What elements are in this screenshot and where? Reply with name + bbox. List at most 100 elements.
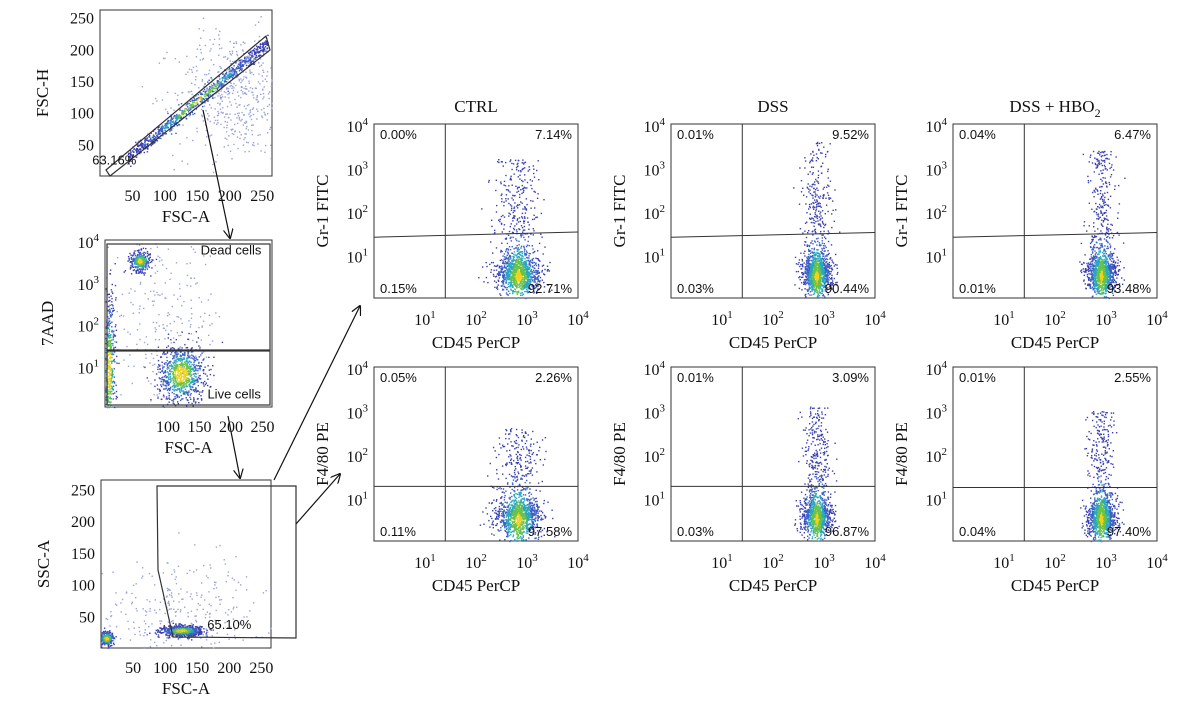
event-dot xyxy=(128,257,130,260)
event-dot xyxy=(224,80,226,82)
event-dot xyxy=(206,631,208,633)
event-dot xyxy=(177,634,179,636)
event-dot xyxy=(263,107,265,110)
event-dot xyxy=(112,292,114,295)
event-dot xyxy=(132,266,135,268)
event-dot xyxy=(135,266,138,268)
event-dot xyxy=(174,117,177,120)
event-dot xyxy=(179,364,182,366)
event-dot xyxy=(195,367,197,370)
event-dot xyxy=(239,68,241,71)
event-dot xyxy=(248,90,250,92)
event-dot xyxy=(176,115,179,117)
event-dot xyxy=(171,118,174,120)
event-dot xyxy=(109,341,111,343)
event-dot xyxy=(267,93,270,95)
event-dot xyxy=(182,371,184,374)
event-dot xyxy=(173,403,175,405)
event-dot xyxy=(158,364,160,366)
event-dot xyxy=(196,48,198,50)
event-dot xyxy=(190,368,193,371)
event-dot xyxy=(481,266,484,268)
event-dot xyxy=(228,97,230,99)
event-dot xyxy=(200,355,202,357)
event-dot xyxy=(138,257,140,259)
event-dot xyxy=(177,124,180,126)
event-dot xyxy=(252,124,254,126)
event-dot xyxy=(157,136,159,138)
event-dot xyxy=(158,313,160,316)
event-dot xyxy=(111,321,113,323)
event-dot xyxy=(199,366,202,368)
event-dot xyxy=(254,53,256,55)
event-dot xyxy=(188,355,190,357)
event-dot xyxy=(205,110,207,112)
event-dot xyxy=(196,99,198,101)
event-dot xyxy=(170,133,173,135)
event-dot xyxy=(194,632,196,634)
event-dot xyxy=(147,143,149,145)
event-dot xyxy=(189,396,191,399)
event-dot xyxy=(109,334,112,337)
event-dot xyxy=(198,377,201,379)
event-dot xyxy=(175,385,177,388)
event-dot xyxy=(192,634,194,636)
event-dot xyxy=(167,381,170,384)
event-dot xyxy=(166,351,169,353)
event-dot xyxy=(191,623,193,626)
event-dot xyxy=(249,109,252,111)
event-dot xyxy=(170,124,172,126)
event-dot xyxy=(207,92,210,94)
event-dot xyxy=(500,251,502,253)
event-dot xyxy=(105,380,107,382)
event-dot xyxy=(152,364,154,366)
event-dot xyxy=(264,113,266,115)
event-dot xyxy=(154,609,156,611)
event-dot xyxy=(243,76,245,78)
event-dot xyxy=(179,632,181,635)
event-dot xyxy=(185,367,188,369)
event-dot xyxy=(109,273,111,275)
event-dot xyxy=(541,236,543,238)
event-dot xyxy=(107,310,110,312)
event-dot xyxy=(247,55,249,58)
event-dot xyxy=(160,356,163,358)
event-dot xyxy=(110,615,113,617)
event-dot xyxy=(182,110,185,112)
event-dot xyxy=(150,141,152,143)
event-dot xyxy=(200,301,203,303)
y-tick-label: 103 xyxy=(78,274,100,294)
event-dot xyxy=(151,259,153,261)
event-dot xyxy=(158,137,160,140)
event-dot xyxy=(179,625,182,627)
event-dot xyxy=(257,51,259,53)
cell-gate xyxy=(156,485,297,639)
event-dot xyxy=(136,250,139,252)
event-dot xyxy=(219,599,221,601)
event-dot xyxy=(110,340,112,342)
event-dot xyxy=(520,257,522,259)
event-dot xyxy=(191,103,193,106)
event-dot xyxy=(180,379,182,381)
event-dot xyxy=(105,399,108,401)
event-dot xyxy=(265,50,267,52)
event-dot xyxy=(173,381,175,383)
event-dot xyxy=(176,374,178,376)
event-dot xyxy=(190,630,192,632)
event-dot xyxy=(194,357,196,359)
event-dot xyxy=(146,634,149,636)
event-dot xyxy=(218,641,220,644)
event-dot xyxy=(199,604,201,606)
event-dot xyxy=(189,91,191,93)
event-dot xyxy=(172,402,174,404)
event-dot xyxy=(144,141,146,143)
event-dot xyxy=(186,365,188,368)
event-dot xyxy=(191,598,193,600)
event-dot xyxy=(210,84,213,86)
event-dot xyxy=(185,386,188,388)
event-dot xyxy=(128,259,130,261)
event-dot xyxy=(187,631,190,634)
event-dot xyxy=(177,366,179,369)
event-dot xyxy=(217,87,219,89)
event-dot xyxy=(239,137,241,140)
